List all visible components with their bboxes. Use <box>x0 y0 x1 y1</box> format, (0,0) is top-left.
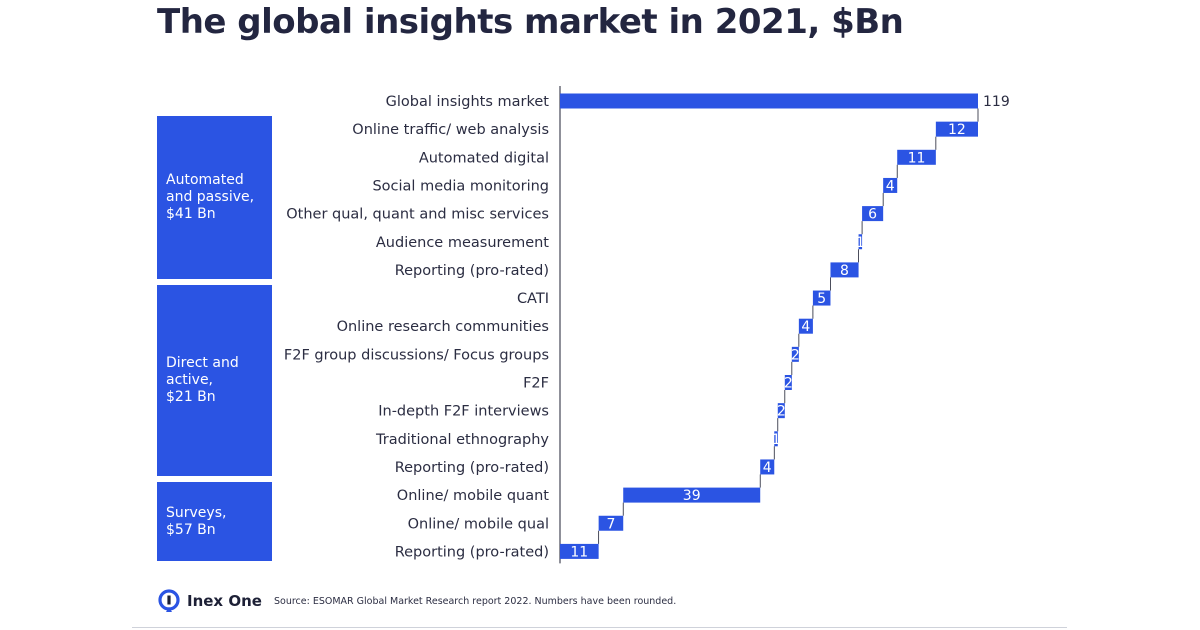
category-label: Automated digital <box>419 150 549 166</box>
value-label: 12 <box>948 122 966 138</box>
category-label: Online research communities <box>337 319 549 335</box>
bar <box>858 234 863 250</box>
value-label: 4 <box>763 460 772 476</box>
bar <box>830 262 859 278</box>
group-label-automated-passive: Automated and passive, $41 Bn <box>166 172 255 222</box>
source-note: Source: ESOMAR Global Market Research re… <box>274 596 677 607</box>
category-label: Global insights market <box>386 94 550 110</box>
brand-logo: Inex One <box>157 589 262 613</box>
category-label: F2F group discussions/ Focus groups <box>284 347 549 363</box>
value-label: 11 <box>570 544 588 560</box>
category-label: Online/ mobile qual <box>408 516 549 532</box>
bar <box>862 206 884 222</box>
bar <box>774 431 778 447</box>
value-label: 5 <box>817 291 826 307</box>
group-box-surveys: Surveys, $57 Bn <box>157 482 272 561</box>
bar <box>791 346 799 362</box>
value-label: 6 <box>868 207 877 223</box>
bar <box>560 543 599 559</box>
bar <box>883 177 898 193</box>
bar <box>623 487 761 503</box>
value-label: 4 <box>886 178 895 194</box>
category-label: Reporting (pro-rated) <box>395 263 549 279</box>
category-label: Traditional ethnography <box>375 432 549 448</box>
category-label: Social media monitoring <box>372 178 549 194</box>
bar <box>760 459 775 475</box>
value-label: 7 <box>606 516 615 532</box>
category-label: Other qual, quant and misc services <box>286 207 549 223</box>
value-label: 2 <box>791 347 800 363</box>
bar <box>598 515 624 531</box>
group-box-automated-passive: Automated and passive, $41 Bn <box>157 116 272 279</box>
page-title: The global insights market in 2021, $Bn <box>157 2 904 42</box>
value-label: 1 <box>772 432 781 448</box>
bar <box>560 93 978 109</box>
category-label: Reporting (pro-rated) <box>395 544 549 560</box>
bar <box>812 290 831 306</box>
inex-one-logo-icon <box>158 589 180 612</box>
bar <box>784 375 792 390</box>
value-label: 39 <box>683 488 701 504</box>
bar <box>777 403 785 419</box>
group-label-surveys: Surveys, $57 Bn <box>166 504 227 538</box>
value-label: 4 <box>801 319 810 335</box>
category-label: Online traffic/ web analysis <box>352 122 549 138</box>
value-label: 2 <box>777 404 786 420</box>
category-label: In-depth F2F interviews <box>378 404 549 420</box>
footer-divider <box>132 627 1067 628</box>
value-label: 1 <box>856 235 865 251</box>
category-label: Online/ mobile quant <box>397 488 550 504</box>
bar <box>897 149 936 165</box>
group-box-direct-active: Direct and active, $21 Bn <box>157 285 272 476</box>
category-label: F2F <box>523 376 549 392</box>
value-label: 11 <box>908 150 926 166</box>
value-label: 8 <box>840 263 849 279</box>
value-label: 2 <box>784 376 793 392</box>
category-label: Audience measurement <box>376 235 549 251</box>
brand-name: Inex One <box>187 592 262 610</box>
group-label-direct-active: Direct and active, $21 Bn <box>166 355 239 405</box>
bar <box>798 318 813 334</box>
category-label: CATI <box>517 291 549 307</box>
bar <box>935 121 978 137</box>
category-label: Reporting (pro-rated) <box>395 460 549 476</box>
value-label: 119 <box>983 94 1010 110</box>
